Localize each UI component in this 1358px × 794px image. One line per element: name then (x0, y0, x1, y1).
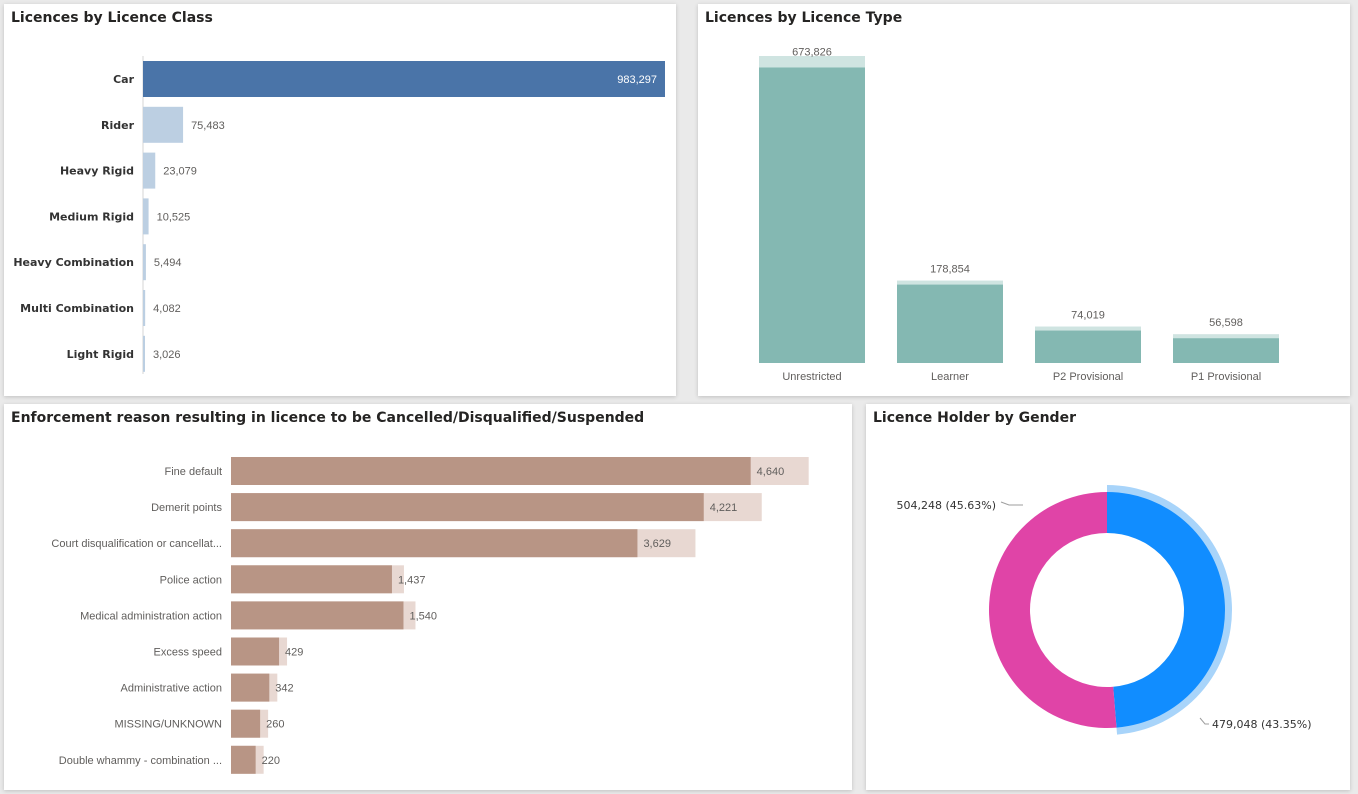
class-bar (143, 106, 184, 143)
enforcement-value-label: 1,540 (409, 610, 437, 622)
licence-type-chart: 673,826 Unrestricted 178,854 Learner 74,019 P… (759, 46, 1279, 383)
enforcement-category-label: Court disqualification or cancellat... (51, 538, 222, 550)
class-category-label: Heavy Rigid (60, 165, 134, 178)
gender-slice (988, 492, 1117, 728)
type-bar-background (1173, 334, 1279, 339)
class-category-label: Car (113, 73, 134, 86)
enforcement-category-label: MISSING/UNKNOWN (114, 719, 222, 731)
enforcement-title: Enforcement reason resulting in licence … (11, 410, 645, 426)
gender-leader-line (1199, 717, 1209, 725)
enforcement-bar (231, 493, 704, 522)
class-bar (143, 152, 156, 189)
gender-slice-label: 479,048 (43.35%) (1212, 718, 1312, 731)
enforcement-panel: Enforcement reason resulting in licence … (4, 404, 852, 790)
enforcement-value-label: 342 (275, 683, 293, 695)
class-value-label: 5,494 (154, 257, 182, 269)
type-bar (1035, 330, 1141, 363)
enforcement-value-label: 4,640 (757, 466, 785, 478)
enforcement-value-label: 3,629 (643, 538, 671, 550)
enforcement-bar (231, 709, 261, 738)
gender-slice (1107, 492, 1225, 728)
type-value-label: 673,826 (792, 46, 832, 58)
type-value-label: 56,598 (1209, 317, 1243, 329)
type-category-label: P1 Provisional (1191, 371, 1261, 383)
type-bar (897, 284, 1003, 363)
class-category-label: Light Rigid (67, 348, 134, 361)
enforcement-category-label: Demerit points (151, 502, 222, 514)
class-category-label: Medium Rigid (49, 210, 134, 223)
type-bar (759, 67, 865, 363)
enforcement-chart: Fine default 4,640 Demerit points 4,221 Cour… (51, 457, 809, 774)
gender-leader-line (1000, 501, 1023, 506)
enforcement-category-label: Excess speed (154, 647, 222, 659)
class-value-label: 983,297 (617, 74, 657, 86)
enforcement-value-label: 4,221 (710, 502, 738, 514)
class-value-label: 3,026 (153, 349, 181, 361)
type-value-label: 74,019 (1071, 310, 1105, 322)
enforcement-category-label: Double whammy - combination ... (59, 755, 222, 767)
enforcement-category-label: Fine default (165, 466, 222, 478)
class-value-label: 4,082 (153, 303, 181, 315)
type-bar-background (1035, 326, 1141, 331)
enforcement-bar (231, 529, 638, 558)
enforcement-category-label: Administrative action (121, 683, 223, 695)
type-bar-background (759, 56, 865, 68)
class-bar (143, 198, 149, 235)
enforcement-bar (231, 565, 392, 594)
type-category-label: Learner (931, 371, 969, 383)
enforcement-bar (231, 637, 280, 666)
type-bar-background (897, 280, 1003, 285)
licence-type-panel: Licences by Licence Type 673,826 Unrestri… (698, 4, 1350, 396)
enforcement-bar (231, 601, 404, 630)
enforcement-bar (231, 745, 256, 774)
type-category-label: P2 Provisional (1053, 371, 1123, 383)
class-value-label: 10,525 (157, 211, 191, 223)
type-value-label: 178,854 (930, 264, 970, 276)
enforcement-value-label: 260 (266, 719, 284, 731)
class-category-label: Multi Combination (20, 302, 134, 315)
gender-chart: 479,048 (43.35%) 504,248 (45.63%) (896, 485, 1312, 735)
gender-panel: Licence Holder by Gender 479,048 (43.35%… (866, 404, 1350, 790)
licence-class-chart: Car 983,297 Rider 75,483 Heavy Rigid 23,079 Me… (13, 56, 665, 374)
licence-class-title: Licences by Licence Class (11, 10, 213, 26)
enforcement-category-label: Police action (160, 574, 222, 586)
enforcement-value-label: 220 (262, 755, 280, 767)
gender-title: Licence Holder by Gender (873, 410, 1076, 426)
class-value-label: 23,079 (163, 166, 197, 178)
licence-type-title: Licences by Licence Type (705, 10, 903, 26)
type-bar (1173, 338, 1279, 363)
licence-class-panel: Licences by Licence Class Car 983,297 Ride… (4, 4, 676, 396)
class-bar (143, 335, 145, 372)
class-bar (143, 290, 146, 326)
enforcement-value-label: 1,437 (398, 574, 426, 586)
class-bar (143, 244, 146, 281)
enforcement-category-label: Medical administration action (80, 610, 222, 622)
class-category-label: Heavy Combination (13, 256, 134, 269)
type-category-label: Unrestricted (782, 371, 841, 383)
class-bar (143, 61, 665, 97)
enforcement-bar (231, 673, 270, 702)
class-category-label: Rider (101, 119, 135, 132)
enforcement-value-label: 429 (285, 647, 303, 659)
enforcement-bar (231, 457, 751, 485)
gender-slice-label: 504,248 (45.63%) (896, 499, 996, 512)
class-value-label: 75,483 (191, 120, 225, 132)
